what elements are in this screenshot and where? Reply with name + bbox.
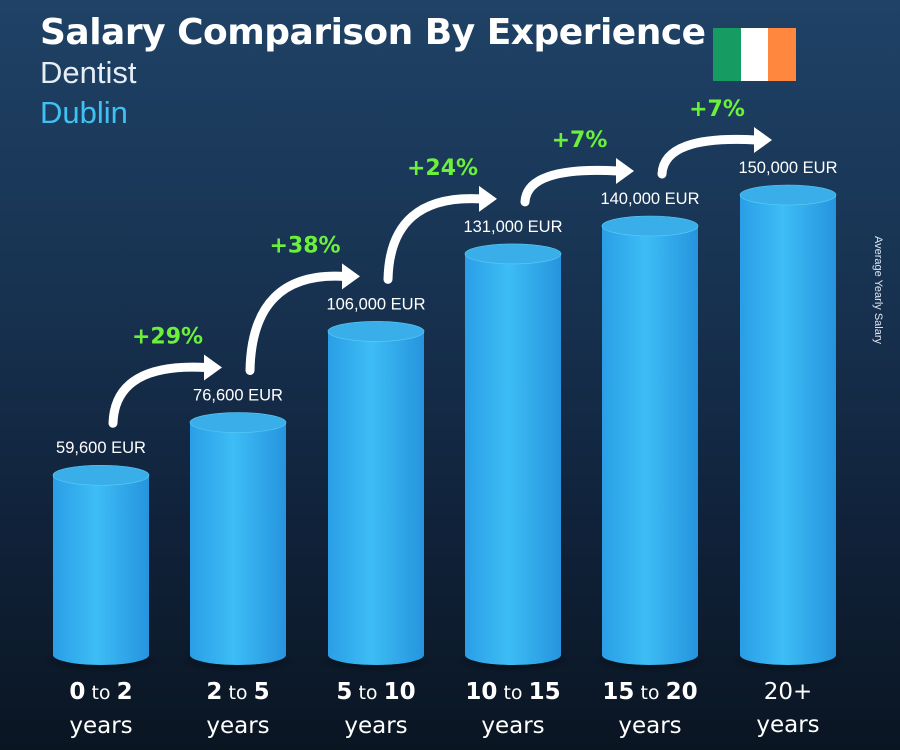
bar — [41, 464, 161, 673]
flag-green-stripe — [713, 28, 741, 81]
bar — [728, 184, 848, 673]
category-label: 0 to 2 years — [31, 676, 171, 743]
category-label: 10 to 15 years — [443, 676, 583, 743]
category-range: 2 to 5 — [206, 679, 270, 705]
value-label: 140,000 EUR — [600, 190, 699, 208]
value-label: 131,000 EUR — [463, 218, 562, 236]
growth-label: +29% — [132, 325, 203, 350]
category-range: 15 to 20 — [602, 679, 698, 705]
bar-top — [189, 412, 287, 433]
arrow-shaft — [108, 362, 211, 428]
category-unit: years — [481, 713, 545, 739]
arrow-head — [616, 158, 634, 184]
bar-top — [601, 215, 699, 237]
city-name: Dublin — [40, 95, 128, 130]
bar-body — [465, 253, 561, 665]
growth-arrow-icon — [383, 185, 497, 284]
flag-orange-stripe — [768, 28, 797, 81]
arrow-head — [342, 263, 360, 290]
arrow-head — [479, 185, 497, 212]
growth-arrow-icon — [520, 158, 634, 207]
category-unit: years — [344, 713, 408, 739]
bar — [453, 243, 573, 673]
arrow-head — [754, 127, 772, 153]
bar-top — [464, 243, 562, 265]
bar-body — [602, 226, 698, 665]
growth-label: +38% — [269, 233, 340, 258]
category-range: 0 to 2 — [69, 679, 133, 705]
job-title: Dentist — [40, 55, 137, 90]
category-unit: years — [206, 713, 270, 739]
bar-top — [52, 464, 150, 486]
category-range: 5 to 10 — [336, 679, 416, 705]
bar-body — [740, 195, 836, 665]
value-label: 150,000 EUR — [738, 159, 837, 177]
bar-top — [739, 184, 837, 206]
growth-arrow-icon — [657, 127, 772, 179]
category-label: 20+ years — [718, 676, 858, 742]
value-label: 106,000 EUR — [326, 295, 425, 313]
category-label: 2 to 5 years — [168, 676, 308, 743]
category-label: 5 to 10 years — [306, 676, 446, 743]
growth-arrow-icon — [108, 354, 222, 428]
chart-title: Salary Comparison By Experience — [40, 12, 706, 53]
arrow-head — [204, 354, 222, 381]
bar-body — [53, 475, 149, 665]
bar — [178, 412, 298, 673]
category-unit: years — [756, 712, 820, 738]
category-unit: years — [618, 713, 682, 739]
bar-body — [328, 331, 424, 665]
arrow-shaft — [657, 134, 761, 179]
arrow-shaft — [383, 194, 486, 284]
category-range: 10 to 15 — [465, 679, 561, 705]
growth-label: +7% — [552, 128, 608, 153]
ireland-flag-icon — [713, 28, 797, 81]
bar — [590, 215, 710, 673]
arrow-shaft — [245, 271, 349, 376]
category-label: 15 to 20 years — [580, 676, 720, 743]
value-label: 76,600 EUR — [193, 387, 283, 405]
bar-top — [327, 321, 425, 342]
growth-label: +7% — [689, 97, 745, 122]
bar — [316, 321, 436, 673]
value-label: 59,600 EUR — [56, 439, 146, 457]
growth-label: +24% — [407, 156, 478, 181]
category-range: 20+ — [763, 679, 813, 705]
category-unit: years — [69, 713, 133, 739]
flag-white-stripe — [740, 28, 769, 81]
growth-arrow-icon — [245, 263, 360, 376]
bar-body — [190, 422, 286, 665]
arrow-shaft — [520, 165, 623, 207]
